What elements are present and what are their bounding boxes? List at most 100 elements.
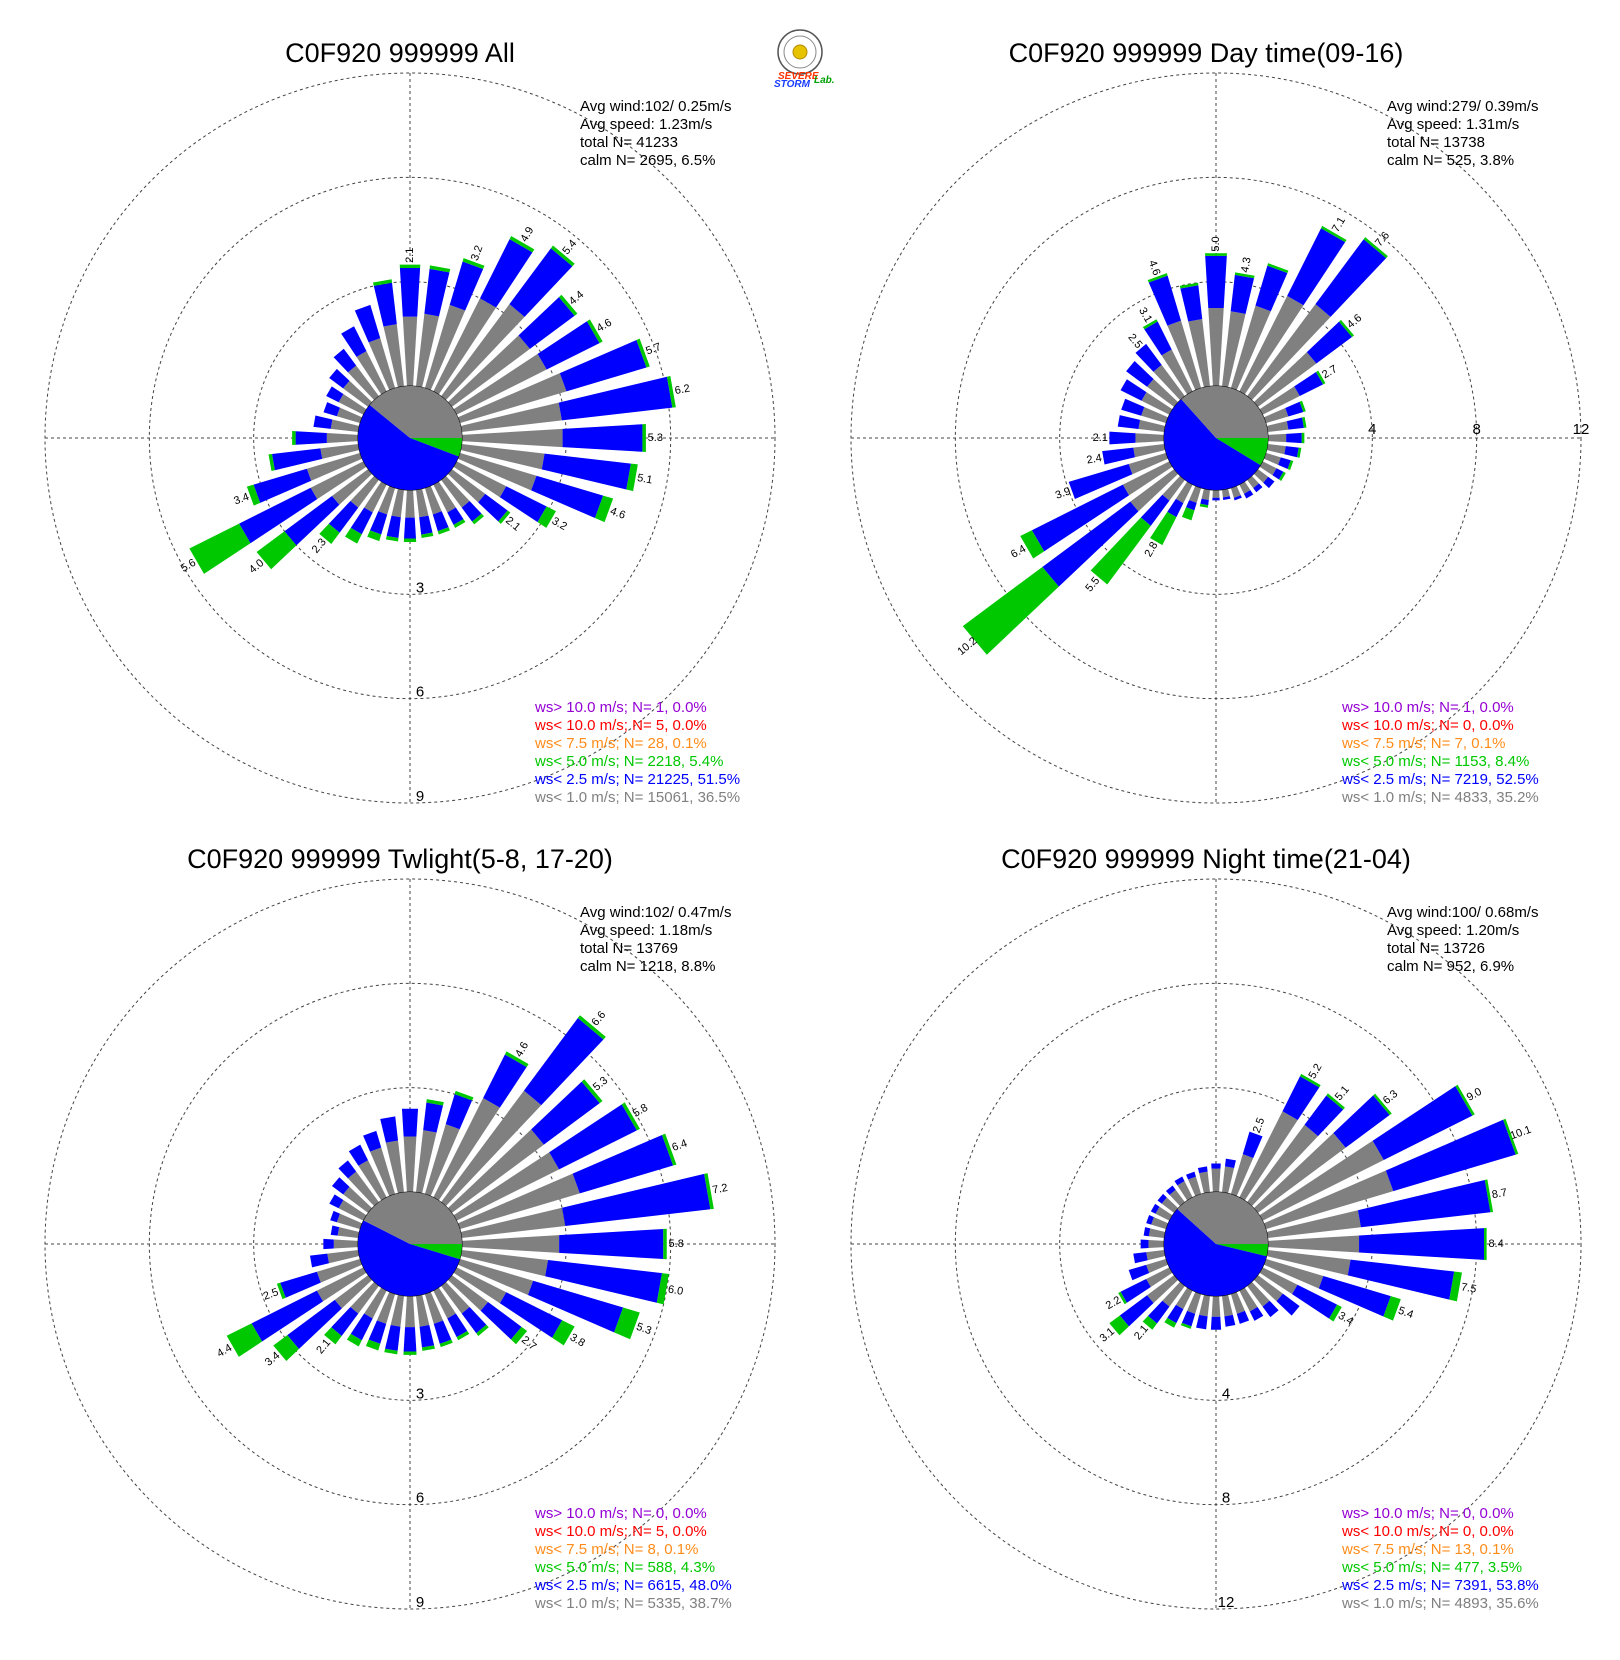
bar-250-green [276, 1282, 286, 1300]
bar-20-blue [1242, 1131, 1263, 1158]
bar-350-gray [1199, 1171, 1211, 1194]
bar-300-gray [1141, 392, 1173, 415]
bar-80-gray [1266, 421, 1289, 433]
bar-label-90: 8.4 [1488, 1238, 1503, 1250]
bar-230-blue [1042, 501, 1139, 587]
bar-180-gray [405, 489, 415, 518]
bar-label-70: 10.1 [1509, 1124, 1533, 1143]
bar-120-gray [1259, 1267, 1298, 1295]
bar-310-gray [1161, 1197, 1179, 1213]
calm-pie-gray [1181, 386, 1268, 438]
bar-180-green [403, 1351, 417, 1355]
bar-110-blue [527, 1280, 624, 1333]
ring-label-1: 4 [1368, 421, 1376, 438]
bar-80-blue [562, 1173, 711, 1227]
bar-120-blue [1292, 1284, 1338, 1319]
bar-230-green [256, 531, 297, 570]
seal-inner-ring [783, 35, 817, 69]
bar-60-blue [537, 321, 600, 370]
bar-130-blue [1263, 476, 1275, 489]
legend-row-lt10: ws< 10.0 m/s; N= 5, 0.0% [534, 1523, 707, 1540]
bar-330-blue [341, 326, 367, 357]
bar-200-gray [1189, 485, 1202, 503]
bar-270-blue [1140, 1239, 1149, 1249]
bar-350-blue [380, 1116, 399, 1143]
calm-pie-blue [357, 1220, 460, 1297]
bar-110-blue [1318, 1275, 1391, 1317]
bar-210-blue [1167, 1304, 1184, 1324]
bar-180-blue [1210, 1316, 1222, 1330]
bar-70-green [661, 1133, 677, 1166]
bar-150-green [453, 519, 466, 529]
bar-210-green [345, 527, 362, 544]
bar-90-green [1301, 432, 1305, 444]
seal-center-emblem [792, 44, 808, 60]
bar-330-blue [348, 1144, 369, 1166]
ring-label-2: 6 [416, 1490, 424, 1507]
bar-310-gray [343, 380, 373, 407]
bar-290-blue [1121, 398, 1145, 416]
bar-90-gray [1267, 433, 1287, 443]
bar-240-green [1118, 1291, 1127, 1305]
bar-340-blue [1186, 1171, 1196, 1180]
bar-label-260: 2.4 [1086, 452, 1103, 466]
bar-140-blue [1262, 1300, 1279, 1318]
bar-320-gray [1153, 364, 1185, 401]
bar-0-blue [1205, 255, 1227, 308]
bar-10-blue [1224, 1158, 1236, 1169]
bar-label-110: 5.4 [1396, 1305, 1414, 1322]
ring-label-1: 3 [416, 579, 424, 596]
bar-350-gray [1188, 318, 1211, 388]
bar-80-green [1484, 1179, 1494, 1213]
bar-260-blue [309, 1253, 329, 1268]
legend-row-lt5: ws< 5.0 m/s; N= 2218, 5.4% [534, 753, 723, 770]
bar-80-green [704, 1173, 714, 1210]
bar-310-blue [1126, 361, 1154, 387]
bar-210-green [346, 1333, 362, 1347]
bar-250-blue [1128, 1264, 1150, 1281]
bar-label-210: 2.8 [1142, 540, 1160, 559]
bar-250-gray [1146, 1258, 1169, 1273]
bar-130-blue [1276, 1293, 1300, 1316]
bar-10-green [1234, 272, 1255, 279]
bar-270-blue [1109, 431, 1136, 445]
bar-180-blue [404, 517, 416, 539]
bar-160-gray [1230, 1291, 1245, 1314]
bar-70-gray [1263, 408, 1289, 424]
bar-80-gray [460, 402, 562, 433]
bar-50-blue [518, 297, 575, 349]
bar-310-gray [343, 1186, 373, 1213]
ring-label-1: 4 [1222, 1385, 1230, 1402]
legend-row-lt7_5: ws< 7.5 m/s; N= 8, 0.1% [534, 1541, 698, 1558]
bar-220-gray [350, 1281, 379, 1314]
bar-150-gray [1239, 1287, 1258, 1312]
bar-250-gray [306, 452, 363, 481]
bar-160-green [439, 1339, 453, 1348]
bar-200-blue [370, 511, 388, 535]
bar-20-green [462, 258, 485, 269]
bar-label-20: 3.2 [469, 244, 486, 262]
bar-80-gray [460, 1207, 566, 1239]
wind-rose-panel-2: 4 8 125.04.37.17.64.62.72.85.510.26.43.92.… [850, 38, 1589, 806]
bar-label-80: 7.2 [712, 1182, 729, 1196]
info-line-4: calm N= 2695, 6.5% [580, 152, 716, 169]
bar-280-blue [1117, 415, 1141, 430]
bar-150-gray [433, 481, 456, 513]
bar-120-gray [1259, 461, 1277, 476]
bar-70-blue [572, 1134, 674, 1194]
bar-110-gray [457, 452, 537, 491]
bar-100-blue [545, 1259, 663, 1303]
bar-0-gray [402, 316, 418, 387]
bar-20-green [454, 1090, 474, 1101]
bar-0-green [399, 264, 421, 269]
bar-240-green [1020, 530, 1045, 559]
panel-title: C0F920 999999 Night time(21-04) [1001, 844, 1411, 874]
legend-row-gt10: ws> 10.0 m/s; N= 1, 0.0% [534, 699, 707, 716]
bar-label-270: 2.1 [1093, 432, 1108, 444]
bar-20-gray [1230, 305, 1271, 391]
bar-90-gray [1267, 1235, 1360, 1253]
bar-170-blue [1222, 496, 1231, 501]
bar-90-blue [562, 424, 643, 452]
